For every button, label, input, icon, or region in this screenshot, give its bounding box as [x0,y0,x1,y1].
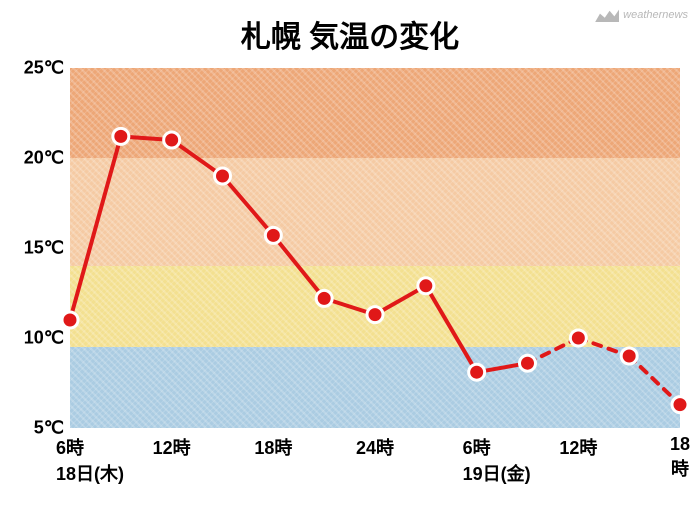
data-point [316,290,332,306]
y-axis-label: 20℃ [24,148,64,169]
x-axis-hour-label: 6時 [463,434,491,460]
data-point [418,278,434,294]
x-axis-date-label: 18日(木) [56,460,124,486]
series-segment [426,286,477,372]
data-point [164,132,180,148]
chart-container: weathernews 札幌 気温の変化 25℃20℃15℃10℃5℃6時12時… [0,0,700,525]
series-segment [70,136,121,320]
series-segment [273,235,324,298]
data-point [570,330,586,346]
data-point [215,168,231,184]
data-point [62,312,78,328]
x-axis-hour-label: 6時 [56,434,84,460]
data-point [265,227,281,243]
data-point [520,355,536,371]
x-axis-date-label: 19日(金) [463,460,531,486]
x-axis-hour-label: 12時 [153,434,191,460]
x-axis-hour-label: 24時 [356,434,394,460]
chart-title: 札幌 気温の変化 [0,12,700,56]
y-axis-label: 10℃ [24,328,64,349]
x-axis-hour-label: 12時 [559,434,597,460]
data-point [113,128,129,144]
line-layer [70,68,680,428]
plot-area [70,68,680,428]
data-point [621,348,637,364]
y-axis-label: 25℃ [24,58,64,79]
data-point [672,397,688,413]
x-axis-hour-label: 18時 [670,434,690,481]
data-point [469,364,485,380]
series-segment [223,176,274,235]
x-axis-hour-label: 18時 [254,434,292,460]
y-axis-label: 15℃ [24,238,64,259]
data-point [367,307,383,323]
series-segment [629,356,680,405]
